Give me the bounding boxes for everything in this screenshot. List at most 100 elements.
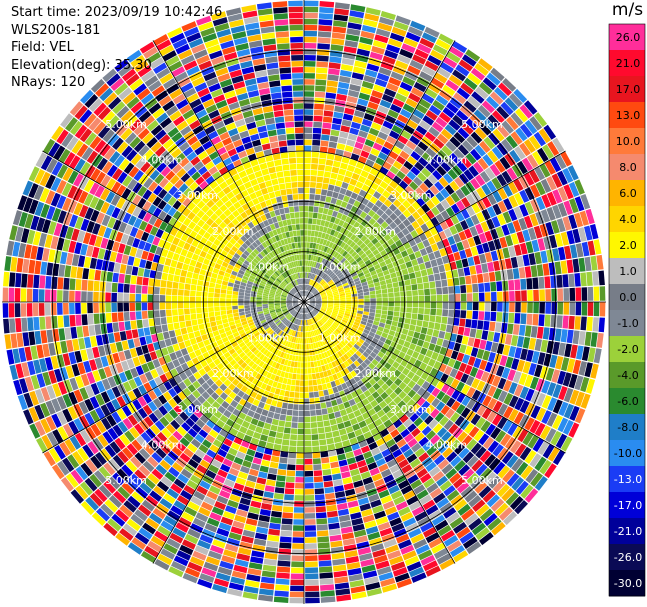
radar-gate: [188, 374, 197, 384]
radar-gate: [435, 202, 445, 213]
radar-gate: [243, 486, 254, 494]
radar-gate: [173, 384, 182, 394]
radar-gate: [379, 16, 395, 26]
radar-gate: [105, 204, 116, 216]
radar-gate: [243, 434, 253, 443]
radar-gate: [580, 393, 591, 409]
radar-gate: [353, 66, 366, 75]
radar-gate: [288, 307, 294, 310]
radar-gate: [518, 324, 526, 336]
radar-gate: [380, 577, 396, 587]
radar-gate: [226, 355, 234, 363]
radar-gate: [508, 181, 519, 195]
radar-gate: [256, 351, 263, 358]
radar-gate: [313, 317, 317, 323]
radar-gate: [298, 404, 304, 411]
radar-gate: [345, 306, 352, 310]
radar-gate: [229, 359, 237, 367]
radar-gate: [579, 210, 589, 226]
radar-gate: [356, 136, 366, 144]
radar-gate: [435, 401, 446, 412]
radar-gate: [386, 424, 396, 433]
radar-gate: [529, 419, 541, 434]
radar-gate: [285, 482, 295, 489]
radar-gate: [46, 158, 58, 174]
radar-gate: [123, 311, 130, 321]
radar-gate: [552, 204, 562, 219]
radar-gate: [142, 460, 155, 473]
radar-gate: [376, 362, 384, 370]
radar-gate: [460, 302, 467, 310]
radar-gate: [339, 248, 346, 255]
radar-gate: [228, 348, 236, 355]
radar-gate: [399, 312, 406, 318]
radar-gate: [218, 355, 226, 362]
radar-gate: [317, 328, 322, 334]
radar-gate: [337, 422, 345, 430]
radar-gate: [524, 266, 532, 278]
radar-gate: [295, 318, 299, 325]
radar-gate: [221, 336, 229, 343]
radar-gate: [236, 273, 244, 279]
radar-gate: [346, 494, 357, 503]
radar-gate: [455, 64, 470, 77]
radar-gate: [183, 296, 190, 302]
radar-gate: [263, 491, 274, 499]
radar-gate: [440, 220, 449, 231]
radar-gate: [521, 302, 527, 313]
radar-gate: [111, 386, 121, 398]
radar-gate: [100, 503, 114, 517]
radar-gate: [187, 393, 197, 403]
radar-gate: [370, 270, 377, 276]
radar-gate: [48, 142, 61, 157]
radar-gate: [539, 302, 545, 314]
radar-gate: [370, 182, 379, 191]
radar-gate: [304, 151, 312, 158]
radar-gate: [305, 591, 320, 598]
radar-gate: [222, 423, 232, 433]
radar-gate: [393, 226, 401, 235]
radar-gate: [344, 312, 351, 317]
radar-gate: [414, 146, 425, 156]
radar-gate: [436, 165, 447, 177]
radar-gate: [399, 263, 407, 270]
radar-gate: [372, 40, 387, 49]
radar-gate: [491, 291, 497, 302]
radar-gate: [369, 308, 376, 313]
radar-gate: [350, 285, 356, 290]
radar-gate: [361, 398, 370, 406]
radar-gate: [134, 423, 145, 435]
radar-gate: [345, 308, 352, 312]
radar-gate: [305, 290, 307, 297]
radar-gate: [118, 351, 126, 362]
radar-gate: [366, 322, 373, 328]
radar-gate: [244, 401, 252, 410]
radar-gate: [212, 330, 220, 337]
radar-gate: [132, 206, 142, 217]
radar-gate: [304, 230, 308, 236]
radar-gate: [306, 272, 309, 279]
radar-gate: [320, 219, 326, 227]
radar-gate: [112, 322, 120, 333]
radar-gate: [345, 406, 353, 414]
radar-gate: [227, 286, 233, 291]
radar-gate: [194, 349, 202, 357]
radar-gate: [139, 482, 152, 494]
radar-gate: [154, 558, 170, 571]
radar-gate: [328, 342, 334, 349]
radar-gate: [305, 597, 320, 604]
radar-gate: [344, 344, 351, 351]
radar-gate: [410, 479, 423, 490]
radar-gate: [15, 318, 22, 333]
radar-gate: [540, 209, 551, 223]
radar-gate: [380, 10, 396, 21]
radar-gate: [345, 216, 352, 224]
radar-gate: [4, 334, 12, 350]
radar-gate: [91, 154, 103, 168]
radar-gate: [252, 317, 259, 322]
radar-gate: [334, 2, 350, 10]
radar-gate: [445, 376, 455, 386]
radar-gate: [255, 373, 262, 380]
radar-gate: [206, 517, 220, 527]
radar-gate: [444, 332, 452, 341]
